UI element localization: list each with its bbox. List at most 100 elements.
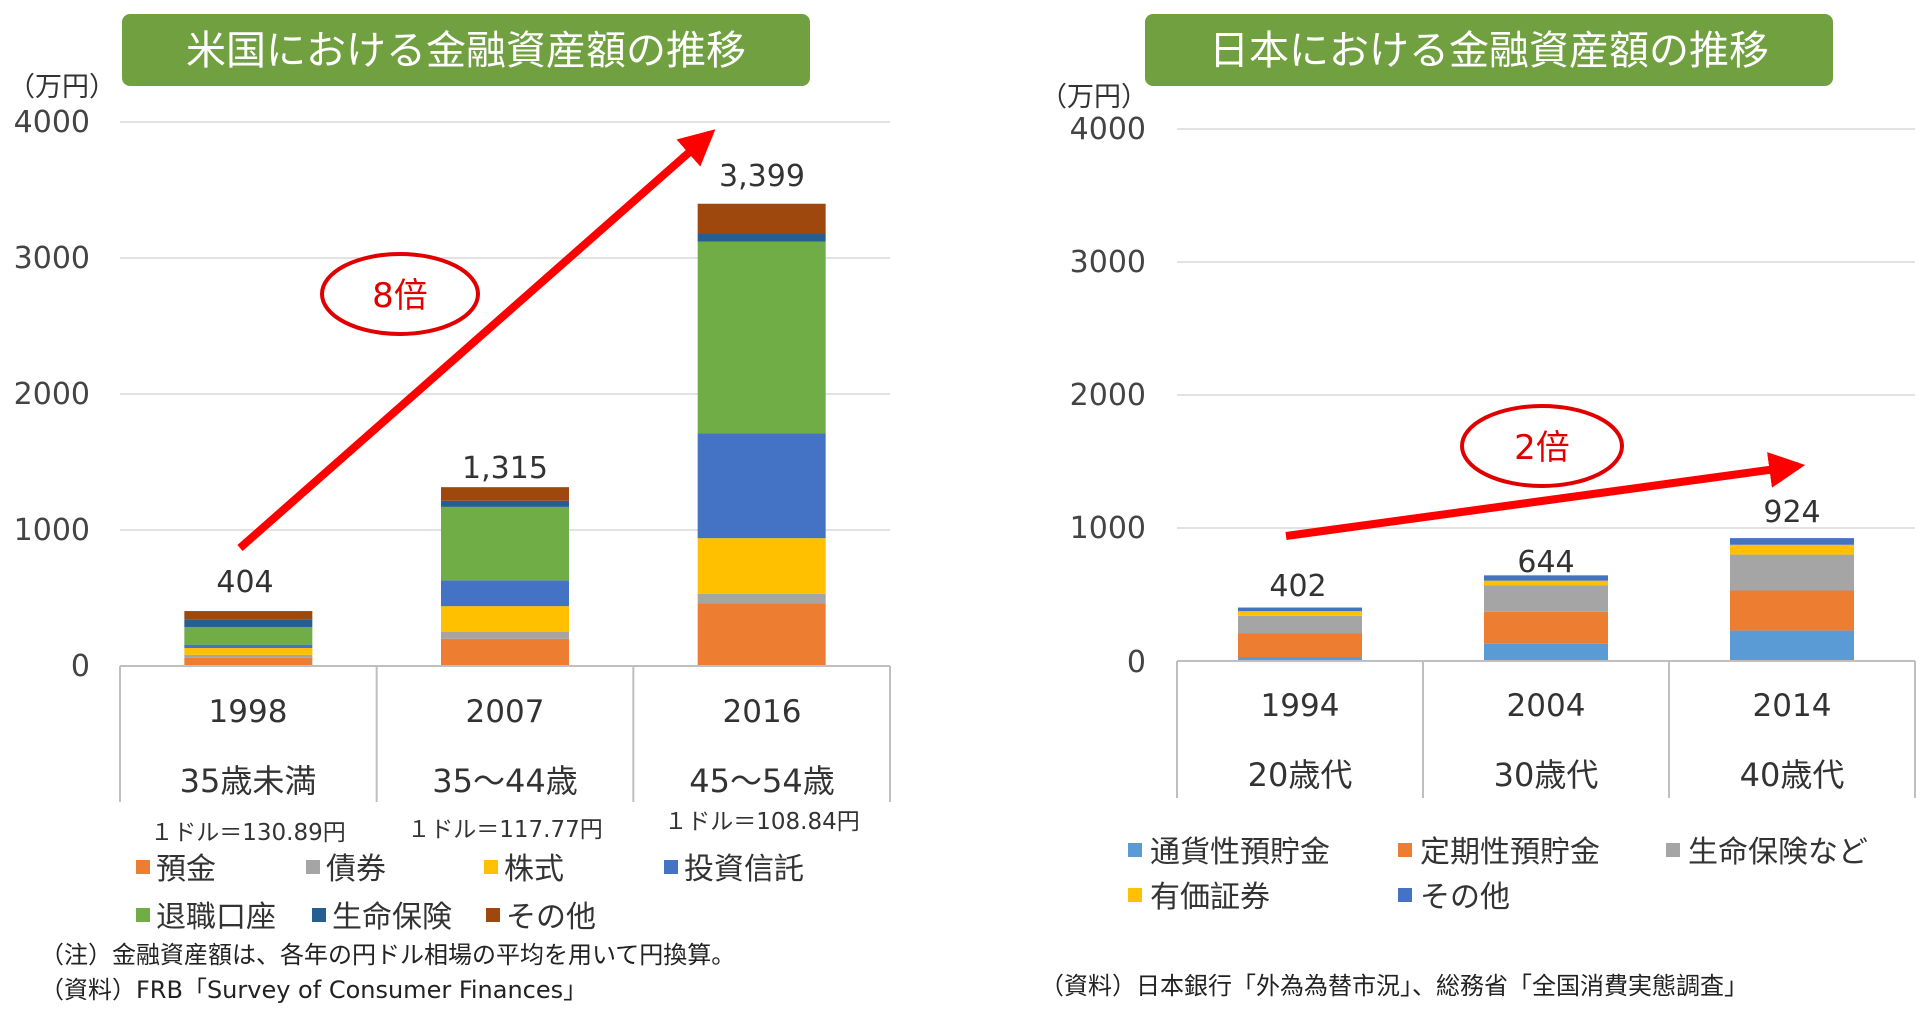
jp-bar-segment — [1238, 633, 1362, 658]
legend-item-stocks: 株式 — [484, 852, 564, 887]
us-chart: 米国における金融資産額の推移 （万円） 0 1000 2000 3000 400… — [8, 14, 891, 1004]
jp-category-axis — [1176, 660, 1916, 798]
legend-swatch — [136, 908, 150, 922]
jp-bar-segment — [1484, 580, 1608, 586]
jp-legend: 通貨性預貯金 定期性預貯金 生命保険など 有価証券 その他 — [1128, 835, 1868, 915]
jp-bar-segment — [1238, 615, 1362, 634]
legend-item-other: その他 — [1398, 880, 1510, 915]
jp-x-sublabel: 40歳代 — [1740, 756, 1845, 794]
legend-label: 預金 — [156, 852, 216, 887]
jp-bar-segment — [1238, 607, 1362, 612]
legend-item-securities: 有価証券 — [1128, 880, 1270, 915]
legend-label: 債券 — [326, 852, 386, 887]
us-bar-segment — [184, 654, 313, 658]
us-unit-label: （万円） — [8, 72, 116, 103]
jp-total-label: 402 — [1269, 569, 1326, 604]
us-exchange-note: １ドル＝108.84円 — [664, 809, 859, 835]
legend-item-retirement-accounts: 退職口座 — [136, 900, 276, 935]
us-bars — [184, 203, 826, 666]
us-category-labels: 1998 2007 2016 35歳未満 35～44歳 45～54歳 — [180, 694, 835, 800]
jp-bar-segment — [1484, 643, 1608, 661]
us-bar-segment — [184, 657, 313, 666]
us-bar-segment — [441, 632, 569, 639]
us-x-tick-label: 2007 — [466, 694, 545, 730]
jp-bar-segment — [1730, 544, 1854, 555]
us-bar-segment — [441, 506, 569, 581]
jp-chart-title: 日本における金融資産額の推移 — [1209, 28, 1769, 74]
legend-label: 生命保険 — [332, 900, 452, 935]
legend-label: 有価証券 — [1150, 880, 1270, 915]
legend-item-investment-trusts: 投資信託 — [664, 852, 804, 887]
us-bar-segment — [441, 638, 569, 666]
legend-item-life-insurance: 生命保険など — [1666, 835, 1868, 870]
us-y-axis: 0 1000 2000 3000 4000 — [14, 105, 90, 684]
legend-item-bonds: 債券 — [306, 852, 386, 887]
us-total-label: 3,399 — [719, 159, 805, 194]
jp-multiplier-label: 2倍 — [1514, 428, 1570, 468]
jp-x-sublabel: 30歳代 — [1494, 756, 1599, 794]
jp-multiplier-badge — [1460, 404, 1624, 488]
legend-swatch — [1666, 843, 1680, 857]
jp-totals: 402 644 924 — [1269, 495, 1820, 604]
us-bar-segment — [697, 603, 826, 666]
us-exchange-note: １ドル＝117.77円 — [407, 817, 602, 843]
legend-label: 生命保険など — [1688, 835, 1868, 870]
us-x-sublabel: 35～44歳 — [432, 762, 577, 800]
legend-label: その他 — [506, 900, 596, 935]
legend-swatch — [664, 860, 678, 874]
us-bar-segment — [184, 644, 313, 649]
jp-x-tick-label: 1994 — [1261, 688, 1340, 724]
jp-x-tick-label: 2014 — [1753, 688, 1832, 724]
us-chart-title: 米国における金融資産額の推移 — [186, 28, 746, 74]
jp-growth-arrow — [1285, 452, 1806, 540]
legend-swatch — [136, 860, 150, 874]
jp-x-sublabel: 20歳代 — [1248, 756, 1353, 794]
us-exchange-note: １ドル＝130.89円 — [150, 820, 345, 846]
jp-y-tick-label: 1000 — [1070, 511, 1146, 546]
us-bar-segment — [184, 626, 313, 645]
jp-y-axis: 0 1000 2000 3000 4000 — [1070, 112, 1146, 680]
us-bar-segment — [697, 233, 826, 242]
us-bar-segment — [441, 487, 569, 501]
us-total-label: 1,315 — [462, 451, 548, 486]
jp-bars — [1238, 538, 1854, 661]
legend-label: 退職口座 — [156, 900, 276, 935]
jp-y-tick-label: 0 — [1127, 645, 1146, 680]
legend-item-time-deposits: 定期性預貯金 — [1398, 835, 1600, 870]
jp-unit-label: （万円） — [1040, 82, 1148, 113]
legend-swatch — [1128, 843, 1142, 857]
us-title-box — [122, 14, 810, 86]
us-multiplier-badge — [320, 252, 480, 336]
us-total-label: 404 — [216, 565, 273, 600]
jp-total-label: 644 — [1517, 545, 1574, 580]
us-x-tick-label: 2016 — [723, 694, 802, 730]
us-y-tick-label: 0 — [71, 649, 90, 684]
jp-bar-segment — [1730, 554, 1854, 591]
us-y-tick-label: 2000 — [14, 377, 90, 412]
us-category-axis — [119, 665, 891, 802]
us-legend: 預金 債券 株式 投資信託 退職口座 生命保険 — [136, 852, 804, 935]
jp-y-tick-label: 3000 — [1070, 245, 1146, 280]
us-bar-segment — [184, 611, 313, 620]
legend-item-other: その他 — [486, 900, 596, 935]
legend-label: 通貨性預貯金 — [1150, 835, 1330, 870]
legend-swatch — [484, 860, 498, 874]
us-y-tick-label: 4000 — [14, 105, 90, 140]
jp-bar-segment — [1730, 590, 1854, 631]
legend-swatch — [306, 860, 320, 874]
legend-label: 定期性預貯金 — [1420, 835, 1600, 870]
jp-source: （資料）日本銀行「外為為替市況」、総務省「全国消費実態調査」 — [1040, 972, 1748, 1000]
jp-bar-segment — [1484, 575, 1608, 581]
jp-title-box — [1145, 14, 1833, 86]
legend-label: 投資信託 — [684, 852, 804, 887]
us-bar-segment — [697, 538, 826, 594]
us-x-sublabel: 35歳未満 — [180, 762, 317, 800]
legend-item-life-insurance: 生命保険 — [312, 900, 452, 935]
jp-chart: 日本における金融資産額の推移 （万円） 0 1000 2000 3000 400… — [1040, 14, 1916, 1000]
jp-gridlines — [1177, 128, 1915, 529]
jp-total-label: 924 — [1763, 495, 1820, 530]
legend-item-deposits: 預金 — [136, 852, 216, 887]
legend-swatch — [1128, 888, 1142, 902]
us-bar-segment — [697, 433, 826, 539]
